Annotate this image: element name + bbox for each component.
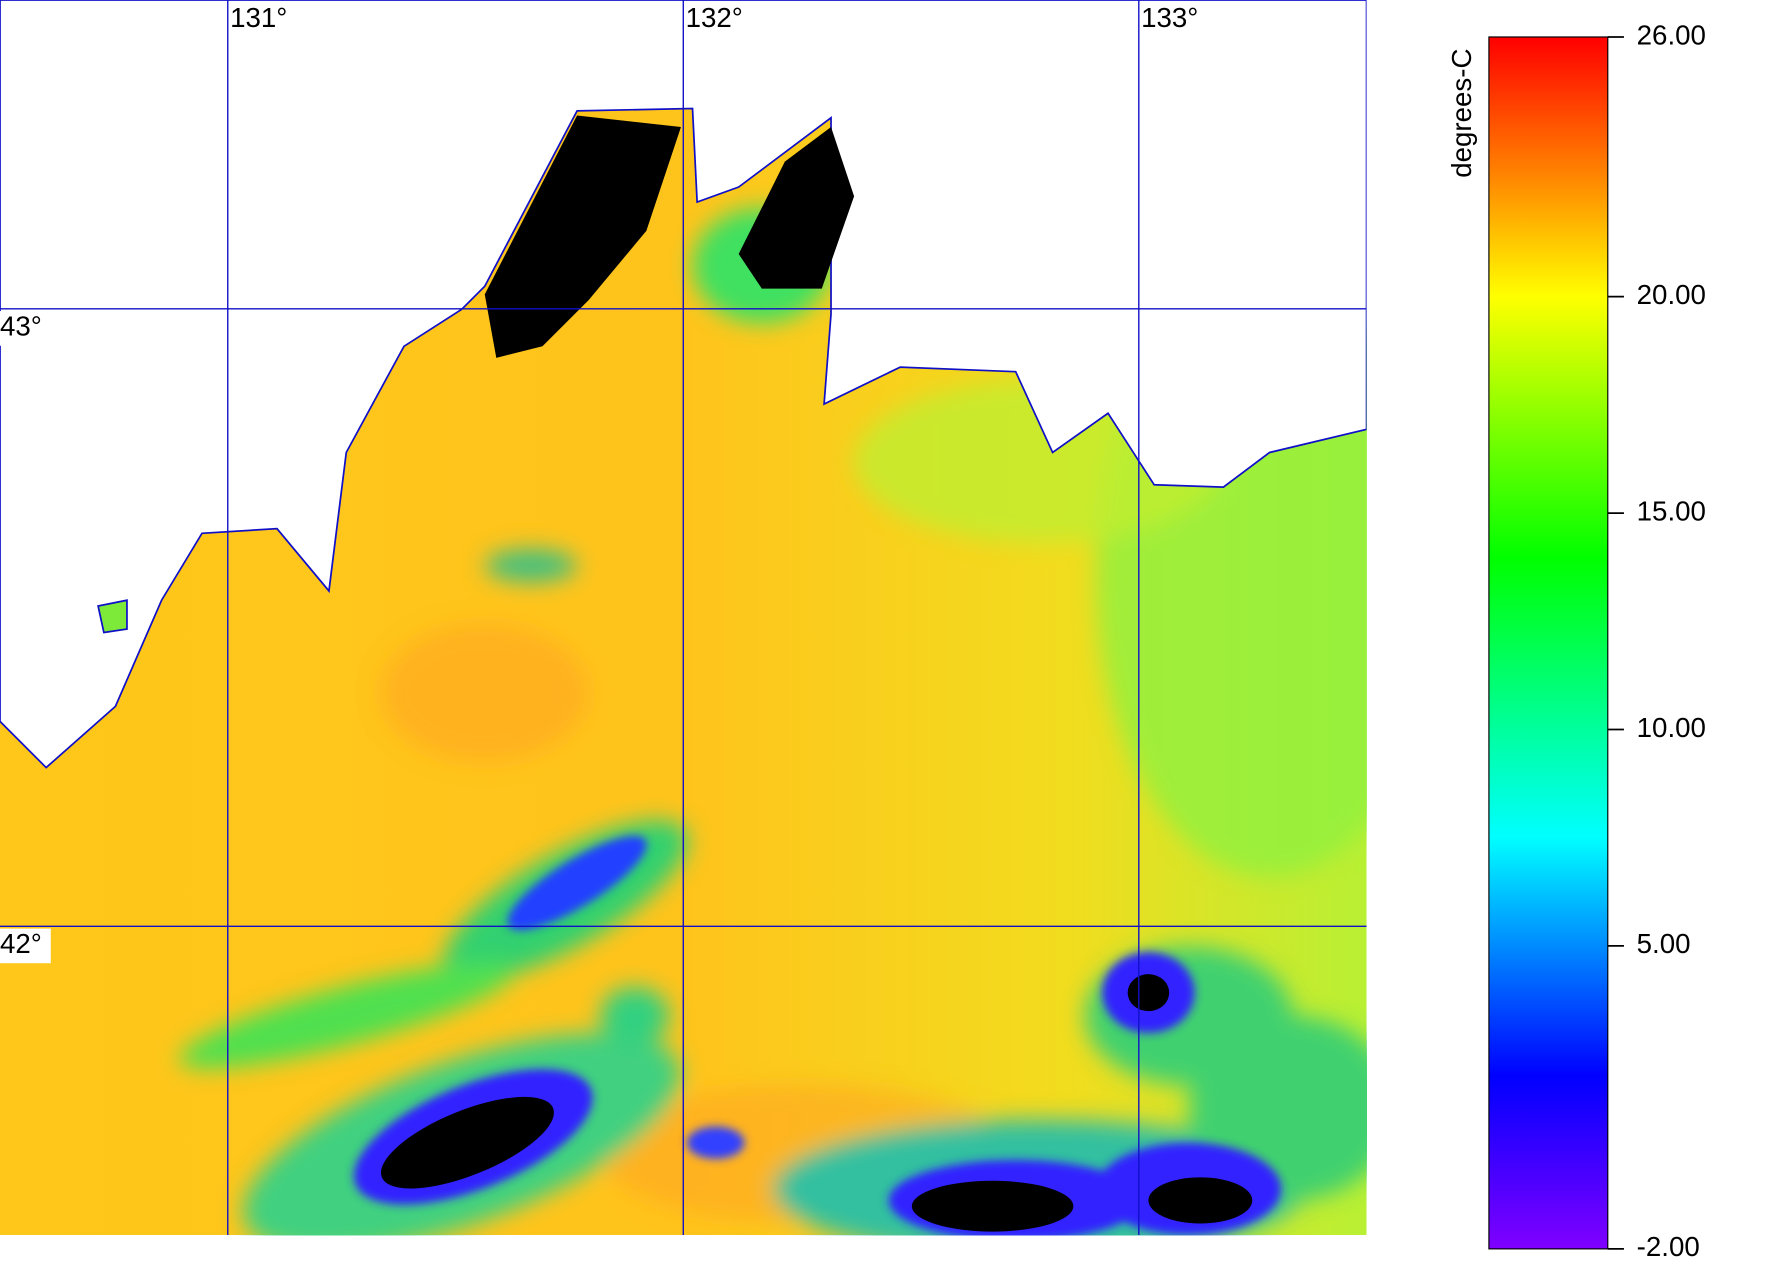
colorbar-tick-label: 26.00 <box>1637 19 1706 50</box>
cloud-mask <box>738 127 855 289</box>
colorbar-tick-label: 10.00 <box>1637 712 1706 743</box>
lon-label: 131° <box>230 2 287 33</box>
land <box>0 0 1367 769</box>
colorbar-tick-label: 15.00 <box>1637 495 1706 526</box>
colorbar-tick-label: 5.00 <box>1637 928 1691 959</box>
lat-label-box <box>0 311 51 346</box>
lat-label-box <box>0 928 51 964</box>
cloud-mask <box>484 115 681 358</box>
lat-label: 42° <box>0 928 42 959</box>
colorbar-title: degrees-C <box>1446 49 1477 178</box>
lon-label: 133° <box>1141 2 1198 33</box>
colorbar <box>1488 36 1609 1250</box>
lon-label: 132° <box>686 2 743 33</box>
lat-label: 43° <box>0 311 42 342</box>
colorbar-tick-label: -2.00 <box>1637 1231 1700 1262</box>
colorbar-tick-label: 20.00 <box>1637 279 1706 310</box>
sst-image <box>0 0 1367 1236</box>
